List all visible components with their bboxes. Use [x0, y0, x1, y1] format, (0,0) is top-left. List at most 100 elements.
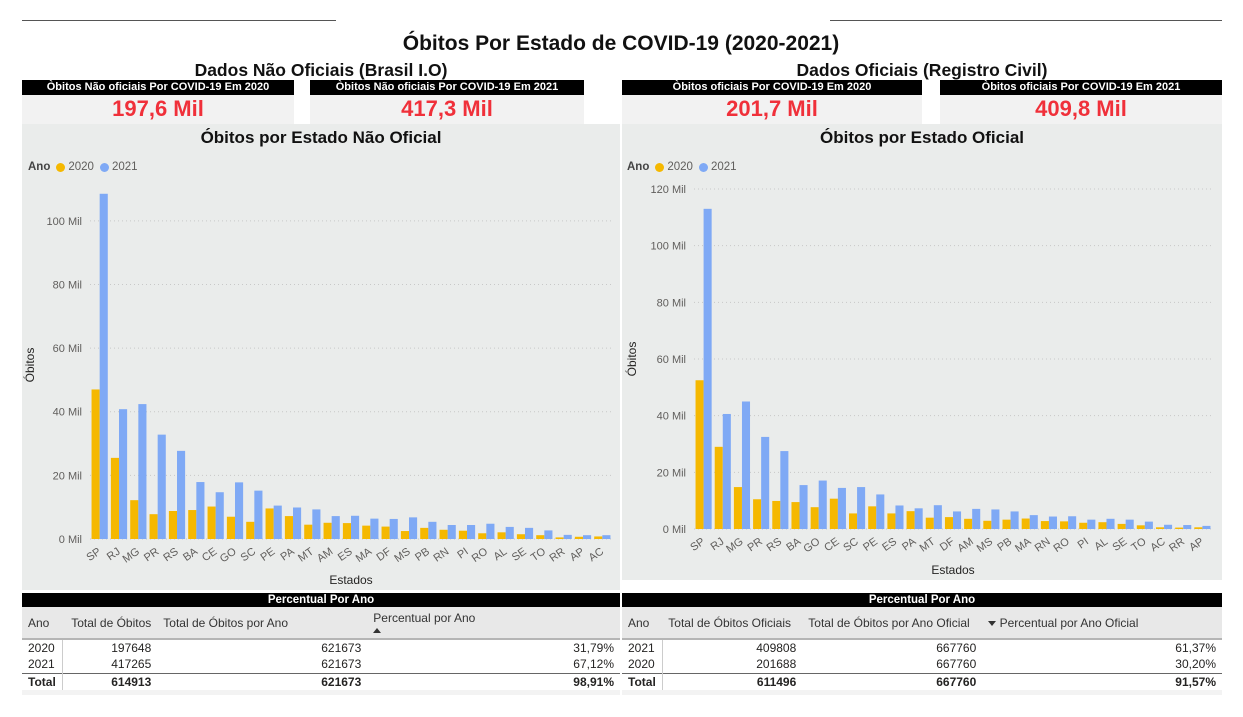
- bar-ms-2021[interactable]: [991, 509, 1000, 529]
- kpi-card-official-2020[interactable]: Òbitos oficiais Por COVID-19 Em 2020 201…: [622, 80, 922, 124]
- bar-al-2021[interactable]: [505, 526, 514, 539]
- bar-df-2020[interactable]: [381, 526, 390, 539]
- bar-ce-2021[interactable]: [837, 487, 846, 529]
- bar-ms-2020[interactable]: [983, 520, 992, 529]
- bar-ac-2021[interactable]: [1164, 524, 1173, 529]
- bar-se-2021[interactable]: [525, 527, 534, 539]
- table-row[interactable]: 2021 409808 667760 61,37%: [622, 639, 1222, 656]
- bar-df-2021[interactable]: [953, 511, 962, 529]
- bar-al-2020[interactable]: [497, 532, 506, 539]
- column-header-ano[interactable]: Ano: [22, 607, 63, 640]
- bar-am-2020[interactable]: [323, 522, 332, 539]
- bar-mg-2021[interactable]: [138, 404, 147, 539]
- bar-rj-2020[interactable]: [714, 446, 723, 529]
- bar-rn-2021[interactable]: [1048, 516, 1057, 529]
- bar-go-2020[interactable]: [226, 516, 235, 539]
- bar-pr-2020[interactable]: [753, 499, 762, 529]
- bar-rr-2021[interactable]: [1183, 525, 1192, 529]
- sort-descending-icon[interactable]: [988, 620, 997, 626]
- bar-pi-2020[interactable]: [1079, 522, 1088, 529]
- sort-ascending-icon[interactable]: [373, 627, 382, 633]
- column-header-total-obitos[interactable]: Total de Óbitos: [62, 607, 158, 640]
- bar-pr-2020[interactable]: [149, 514, 158, 539]
- bar-pb-2021[interactable]: [1010, 511, 1019, 529]
- bar-pe-2020[interactable]: [265, 508, 274, 539]
- bar-go-2021[interactable]: [235, 482, 244, 539]
- bar-go-2021[interactable]: [818, 480, 827, 529]
- legend-item-2021[interactable]: 2021: [99, 161, 138, 173]
- bar-pi-2021[interactable]: [1087, 519, 1096, 529]
- bar-pb-2020[interactable]: [1002, 519, 1011, 529]
- column-header-percentual-oficial[interactable]: Percentual por Ano Oficial: [982, 607, 1222, 640]
- bar-ma-2020[interactable]: [1021, 518, 1030, 529]
- bar-se-2020[interactable]: [516, 534, 525, 539]
- kpi-card-unofficial-2021[interactable]: Òbitos Não oficiais Por COVID-19 Em 2021…: [310, 80, 584, 124]
- bar-sp-2020[interactable]: [695, 380, 704, 529]
- bar-ce-2020[interactable]: [829, 498, 838, 529]
- bar-se-2020[interactable]: [1117, 523, 1126, 529]
- bar-mt-2020[interactable]: [925, 517, 934, 529]
- bar-rs-2021[interactable]: [177, 450, 186, 539]
- table-row[interactable]: 2021 417265 621673 67,12%: [22, 656, 620, 673]
- bar-rn-2020[interactable]: [1040, 521, 1049, 529]
- bar-mg-2020[interactable]: [130, 500, 139, 539]
- bar-pa-2021[interactable]: [293, 507, 302, 540]
- legend-item-2021[interactable]: 2021: [698, 161, 737, 173]
- bar-mt-2021[interactable]: [312, 509, 321, 539]
- bar-sc-2020[interactable]: [246, 521, 255, 539]
- bar-ap-2020[interactable]: [574, 536, 583, 539]
- bar-pa-2020[interactable]: [906, 511, 915, 529]
- bar-mt-2020[interactable]: [304, 524, 313, 539]
- bar-go-2020[interactable]: [810, 507, 819, 529]
- bar-ms-2020[interactable]: [400, 531, 409, 539]
- bar-al-2020[interactable]: [1098, 522, 1107, 529]
- column-header-total-obitos-por-ano-oficial[interactable]: Total de Óbitos por Ano Oficial: [802, 607, 983, 640]
- bar-rs-2020[interactable]: [772, 500, 781, 529]
- bar-ba-2021[interactable]: [196, 482, 205, 539]
- bar-pb-2021[interactable]: [428, 521, 437, 539]
- bar-rs-2020[interactable]: [168, 511, 177, 539]
- bar-sc-2020[interactable]: [849, 513, 858, 529]
- bar-ac-2020[interactable]: [1155, 527, 1165, 529]
- bar-es-2020[interactable]: [342, 523, 351, 539]
- bar-ba-2020[interactable]: [791, 502, 800, 529]
- bar-es-2021[interactable]: [895, 505, 904, 529]
- bar-ro-2021[interactable]: [486, 523, 495, 539]
- bar-am-2021[interactable]: [972, 508, 981, 529]
- table-row[interactable]: 2020 197648 621673 31,79%: [22, 639, 620, 656]
- bar-ba-2021[interactable]: [799, 485, 808, 529]
- bar-rn-2021[interactable]: [447, 525, 456, 539]
- bar-pe-2020[interactable]: [868, 506, 877, 529]
- kpi-card-unofficial-2020[interactable]: Òbitos Não oficiais Por COVID-19 Em 2020…: [22, 80, 294, 124]
- bar-ms-2021[interactable]: [409, 517, 418, 539]
- bar-sc-2021[interactable]: [857, 487, 866, 529]
- bar-to-2020[interactable]: [536, 535, 545, 539]
- bar-pa-2021[interactable]: [914, 508, 923, 529]
- bar-ce-2021[interactable]: [215, 492, 224, 539]
- bar-ap-2020[interactable]: [1194, 527, 1203, 529]
- bar-mg-2021[interactable]: [741, 401, 751, 530]
- bar-rr-2021[interactable]: [563, 534, 572, 539]
- right-data-table[interactable]: Ano Total de Óbitos Oficiais Total de Ób…: [622, 607, 1222, 690]
- bar-ac-2020[interactable]: [594, 536, 603, 539]
- legend-item-2020[interactable]: 2020: [655, 161, 693, 173]
- bar-ac-2021[interactable]: [602, 535, 611, 539]
- bar-pb-2020[interactable]: [420, 527, 429, 539]
- bar-sp-2020[interactable]: [91, 389, 100, 539]
- bar-ro-2021[interactable]: [1068, 516, 1077, 529]
- left-data-table[interactable]: Ano Total de Óbitos Total de Óbitos por …: [22, 607, 620, 690]
- bar-ma-2020[interactable]: [362, 525, 371, 539]
- column-header-total-obitos-por-ano[interactable]: Total de Óbitos por Ano: [157, 607, 368, 640]
- bar-df-2020[interactable]: [944, 517, 953, 529]
- official-bar-chart[interactable]: 0 Mil 20 Mil 40 Mil 60 Mil 80 Mil 100 Mil 120 …: [622, 124, 1222, 580]
- bar-mt-2021[interactable]: [933, 505, 942, 529]
- bar-pe-2021[interactable]: [273, 505, 282, 539]
- bar-ap-2021[interactable]: [1202, 525, 1211, 529]
- bar-es-2020[interactable]: [887, 513, 896, 529]
- bar-df-2021[interactable]: [389, 518, 398, 539]
- bar-rs-2021[interactable]: [780, 451, 789, 529]
- bar-pi-2020[interactable]: [458, 530, 467, 539]
- bar-rj-2021[interactable]: [722, 413, 731, 529]
- bar-rj-2021[interactable]: [119, 409, 128, 539]
- bar-pe-2021[interactable]: [876, 494, 885, 529]
